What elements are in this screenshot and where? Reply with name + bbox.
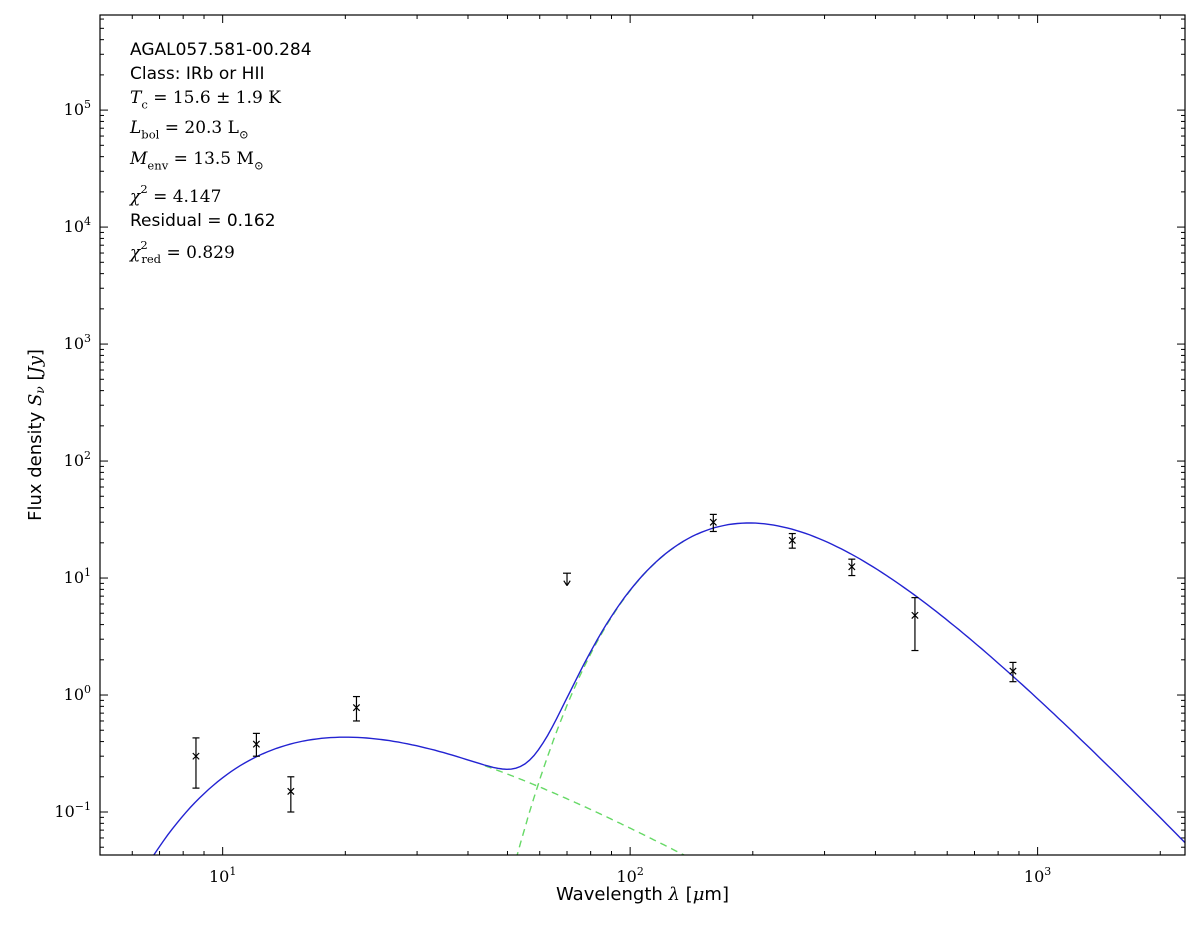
annotation-line: χ2 = 4.147: [130, 181, 222, 207]
svg-text:104: 104: [64, 215, 91, 236]
annotation-line: Menv = 13.5 M⊙: [130, 148, 264, 172]
annotation-line: χ2red = 0.829: [130, 237, 235, 267]
svg-text:103: 103: [1024, 865, 1051, 886]
svg-text:101: 101: [64, 566, 91, 587]
x-axis-label: Wavelength λ [μm]: [556, 884, 729, 905]
svg-text:102: 102: [616, 865, 643, 886]
y-axis-label: Flux density Sν [Jy]: [24, 349, 48, 521]
annotation-line: Residual = 0.162: [130, 210, 276, 231]
annotation-line: Class: IRb or HII: [130, 64, 265, 84]
svg-text:103: 103: [64, 332, 91, 353]
annotation-line: Lbol = 20.3 L⊙: [130, 118, 249, 142]
svg-text:101: 101: [209, 865, 236, 886]
svg-text:105: 105: [64, 98, 91, 119]
svg-text:100: 100: [64, 683, 91, 704]
annotation-line: AGAL057.581-00.284: [130, 40, 312, 60]
svg-text:10−1: 10−1: [54, 800, 91, 821]
svg-text:102: 102: [64, 449, 91, 470]
annotation-line: Tc = 15.6 ± 1.9 K: [130, 88, 281, 112]
annotation-block: AGAL057.581-00.284 Class: IRb or HII Tc = …: [130, 38, 312, 271]
